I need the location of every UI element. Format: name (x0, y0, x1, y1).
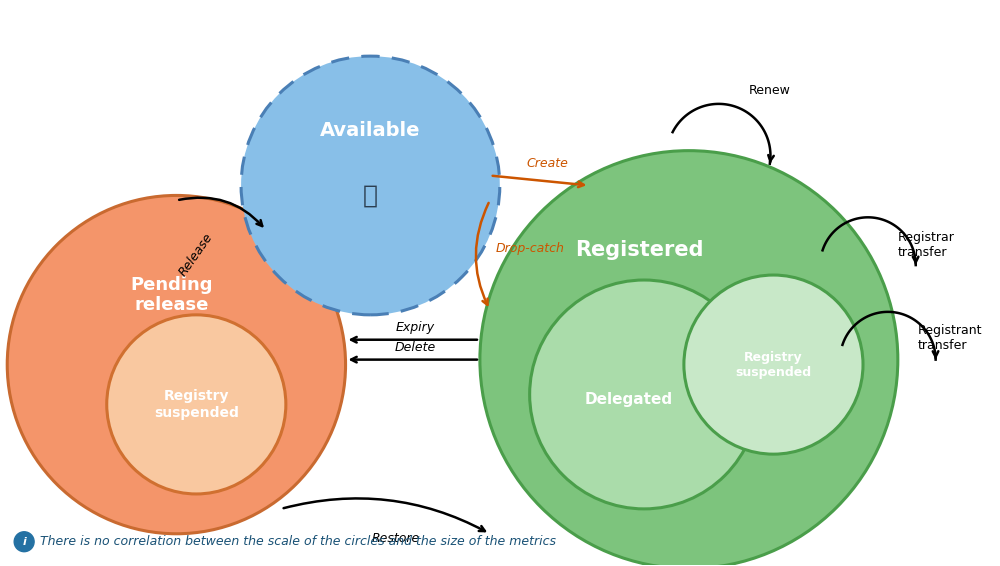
Text: Delete: Delete (395, 341, 436, 354)
Text: Registrant
transfer: Registrant transfer (918, 324, 982, 351)
Circle shape (684, 275, 863, 454)
Text: Release: Release (177, 231, 216, 279)
Text: There is no correlation between the scale of the circles and the size of the met: There is no correlation between the scal… (40, 535, 556, 548)
Text: i: i (22, 537, 26, 547)
Text: ⏱: ⏱ (363, 183, 378, 207)
Text: Drop-catch: Drop-catch (495, 242, 564, 255)
Text: Registry
suspended: Registry suspended (154, 389, 239, 419)
Text: Registry
suspended: Registry suspended (735, 350, 812, 379)
Text: Expiry: Expiry (396, 321, 435, 335)
Circle shape (107, 315, 286, 494)
Text: Delegated: Delegated (585, 392, 673, 407)
Circle shape (7, 195, 346, 534)
Text: Registrar
transfer: Registrar transfer (898, 231, 955, 259)
Circle shape (480, 151, 898, 566)
Text: Available: Available (320, 121, 421, 140)
Circle shape (530, 280, 759, 509)
Text: Create: Create (527, 157, 569, 170)
Text: Registered: Registered (575, 240, 703, 260)
Circle shape (14, 532, 34, 552)
Text: Renew: Renew (749, 84, 790, 97)
Circle shape (241, 56, 500, 315)
Text: Restore: Restore (371, 532, 419, 545)
Text: Pending
release: Pending release (130, 276, 213, 314)
